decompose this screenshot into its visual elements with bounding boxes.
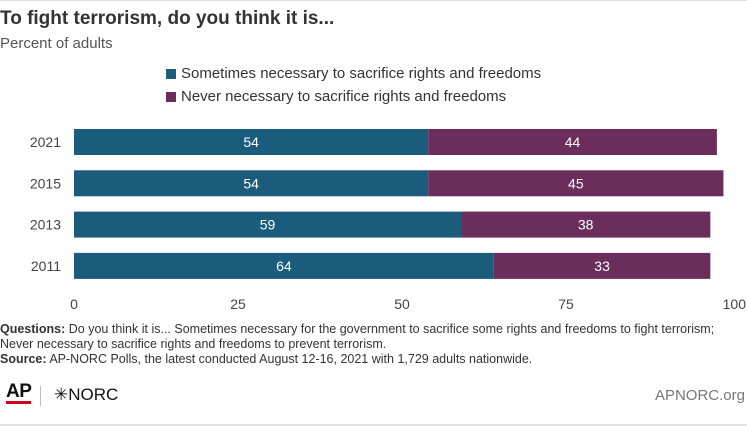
chart-title: To fight terrorism, do you think it is..… [0,8,335,29]
data-label-2013-series-0: 59 [260,217,276,233]
bar-2013-series-1 [461,211,711,238]
legend-label-sometimes: Sometimes necessary to sacrifice rights … [181,65,542,82]
x-tick-label-50: 50 [394,296,410,312]
data-label-2013-series-1: 38 [578,217,594,233]
bottom-rule [0,424,747,426]
x-tick-label-25: 25 [230,296,246,312]
x-tick-label-100: 100 [723,296,747,312]
site-link[interactable]: APNORC.org [654,387,745,404]
source-text: AP-NORC Polls, the latest conducted Augu… [46,352,533,366]
data-label-2011-series-0: 64 [276,258,292,274]
category-label-2021: 2021 [30,134,61,150]
ap-logo: AP [6,381,32,404]
data-label-2011-series-1: 33 [594,258,610,274]
data-label-2021-series-0: 54 [243,134,259,150]
questions-label: Questions: [0,322,66,336]
data-label-2015-series-0: 54 [243,175,259,191]
logo-divider [40,386,41,406]
legend-label-never: Never necessary to sacrifice rights and … [181,88,507,105]
x-tick-label-0: 0 [70,296,78,312]
chart-subtitle: Percent of adults [0,35,113,52]
legend-item-sometimes: Sometimes necessary to sacrifice rights … [166,62,541,85]
chart-notes: Questions: Do you think it is... Sometim… [0,322,742,367]
bar-2021-series-0 [74,129,429,155]
legend-item-never: Never necessary to sacrifice rights and … [166,85,541,108]
bar-2011-series-1 [493,252,711,279]
category-label-2013: 2013 [30,217,61,233]
data-label-2021-series-1: 44 [565,134,581,150]
norc-logo: ✳NORC [54,385,119,404]
bar-2021-series-1 [428,129,717,155]
legend-swatch-sometimes [166,68,176,79]
bar-2015-series-1 [428,170,724,197]
bar-2013-series-0 [74,211,462,238]
stacked-bar-chart: 2021 54 44 2015 54 45 2013 59 38 2011 64 33 0 25 50 75 1… [30,129,747,312]
category-label-2011: 2011 [31,258,61,274]
bar-2011-series-0 [74,252,494,279]
x-tick-label-75: 75 [558,296,574,312]
source-label: Source: [0,352,47,366]
top-rule [0,0,747,1]
bar-2015-series-0 [74,170,429,197]
legend-swatch-never [166,91,176,102]
category-label-2015: 2015 [30,175,61,191]
data-label-2015-series-1: 45 [568,175,584,191]
questions-text: Do you think it is... Sometimes necessar… [0,322,715,351]
chart-legend: Sometimes necessary to sacrifice rights … [166,62,541,108]
